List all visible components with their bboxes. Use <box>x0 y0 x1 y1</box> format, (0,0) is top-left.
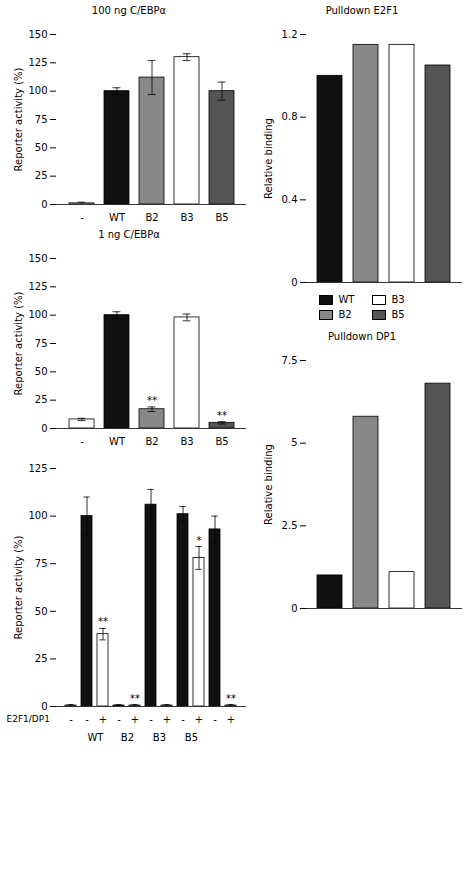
svg-text:2.5: 2.5 <box>282 520 298 531</box>
html-text:1 ng C/EBPα: 1 ng C/EBPα <box>98 229 160 240</box>
svg-text:50: 50 <box>35 366 48 377</box>
svg-text:150: 150 <box>28 29 47 40</box>
svg-text:B5: B5 <box>185 732 198 743</box>
svg-text:-: - <box>69 714 73 725</box>
svg-text:50: 50 <box>35 142 48 153</box>
svg-text:*: * <box>197 535 202 546</box>
svg-text:100: 100 <box>28 85 47 96</box>
svg-text:**: ** <box>130 693 140 704</box>
svg-text:125: 125 <box>28 281 47 292</box>
html-text:B3: B3 <box>391 294 405 305</box>
svg-text:Reporter activity (%): Reporter activity (%) <box>13 291 24 395</box>
svg-text:Relative binding: Relative binding <box>263 444 274 525</box>
svg-text:B2: B2 <box>145 212 158 223</box>
svg-text:WT: WT <box>87 732 104 743</box>
svg-text:-: - <box>80 436 84 447</box>
html-text:100 ng C/EBPα: 100 ng C/EBPα <box>91 5 167 16</box>
svg-text:150: 150 <box>28 253 47 264</box>
svg-text:125: 125 <box>28 57 47 68</box>
svg-text:25: 25 <box>35 170 48 181</box>
svg-text:Reporter activity (%): Reporter activity (%) <box>13 67 24 171</box>
html-text:B2: B2 <box>338 309 352 320</box>
svg-text:75: 75 <box>35 338 48 349</box>
svg-text:WT: WT <box>109 436 126 447</box>
svg-text:25: 25 <box>35 653 48 664</box>
svg-text:B3: B3 <box>180 436 193 447</box>
svg-text:0: 0 <box>291 603 297 614</box>
html-text:Pulldown DP1: Pulldown DP1 <box>328 331 396 342</box>
svg-text:**: ** <box>147 395 157 406</box>
svg-text:100: 100 <box>28 510 47 521</box>
svg-text:+: + <box>227 714 235 725</box>
svg-text:**: ** <box>217 410 227 421</box>
svg-text:75: 75 <box>35 558 48 569</box>
svg-text:7.5: 7.5 <box>282 355 298 366</box>
svg-text:-: - <box>85 714 89 725</box>
svg-text:+: + <box>99 714 107 725</box>
svg-text:Relative binding: Relative binding <box>263 118 274 199</box>
svg-text:75: 75 <box>35 114 48 125</box>
svg-text:-: - <box>213 714 217 725</box>
html-text:B5: B5 <box>391 309 405 320</box>
svg-text:Reporter activity (%): Reporter activity (%) <box>13 535 24 639</box>
svg-text:-: - <box>117 714 121 725</box>
html-text:WT: WT <box>338 294 355 305</box>
svg-text:0.8: 0.8 <box>282 111 298 122</box>
svg-text:B2: B2 <box>121 732 134 743</box>
svg-text:125: 125 <box>28 463 47 474</box>
svg-text:0: 0 <box>291 277 297 288</box>
svg-text:0: 0 <box>41 701 47 712</box>
svg-text:B5: B5 <box>215 212 228 223</box>
svg-text:1.2: 1.2 <box>282 29 298 40</box>
svg-text:-: - <box>149 714 153 725</box>
svg-text:B3: B3 <box>153 732 166 743</box>
svg-text:WT: WT <box>109 212 126 223</box>
svg-text:50: 50 <box>35 606 48 617</box>
svg-text:25: 25 <box>35 394 48 405</box>
svg-text:B2: B2 <box>145 436 158 447</box>
svg-text:100: 100 <box>28 309 47 320</box>
svg-text:0: 0 <box>41 199 47 210</box>
html-text:Pulldown E2F1: Pulldown E2F1 <box>325 5 399 16</box>
svg-text:0.4: 0.4 <box>282 194 298 205</box>
svg-text:B5: B5 <box>215 436 228 447</box>
svg-text:**: ** <box>226 693 236 704</box>
svg-text:+: + <box>131 714 139 725</box>
svg-text:+: + <box>163 714 171 725</box>
svg-text:+: + <box>195 714 203 725</box>
svg-text:0: 0 <box>41 423 47 434</box>
svg-text:5: 5 <box>291 437 297 448</box>
svg-text:-: - <box>181 714 185 725</box>
svg-text:**: ** <box>98 616 108 627</box>
svg-text:E2F1/DP1: E2F1/DP1 <box>7 714 50 724</box>
svg-text:B3: B3 <box>180 212 193 223</box>
svg-text:-: - <box>80 212 84 223</box>
